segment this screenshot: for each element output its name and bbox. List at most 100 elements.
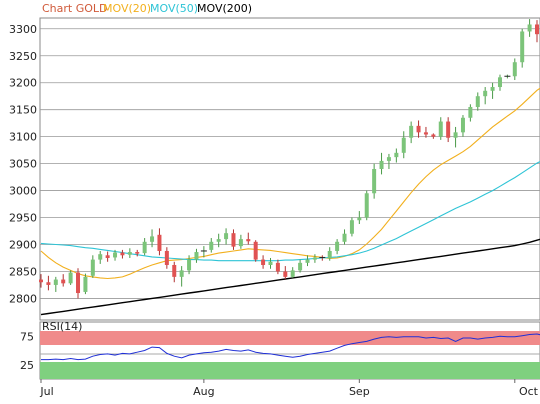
candle-body bbox=[179, 270, 184, 277]
candle bbox=[438, 117, 443, 140]
candle bbox=[98, 250, 103, 264]
candle-body bbox=[261, 259, 266, 265]
rsi-oversold-band bbox=[40, 362, 540, 379]
price-tick-label: 3000 bbox=[9, 185, 37, 198]
x-tick-label: Oct bbox=[519, 385, 539, 398]
price-tick-label: 2800 bbox=[9, 292, 37, 305]
candle bbox=[113, 249, 118, 261]
candle bbox=[90, 255, 95, 278]
candle bbox=[68, 270, 73, 285]
candle-body bbox=[431, 134, 436, 137]
candle-body bbox=[53, 279, 58, 285]
candle bbox=[431, 133, 436, 139]
candle-body bbox=[135, 252, 140, 254]
candle-body bbox=[105, 255, 110, 258]
candle-body bbox=[157, 234, 162, 251]
candle-body bbox=[364, 193, 369, 218]
candle bbox=[520, 28, 525, 68]
candle bbox=[305, 255, 310, 267]
candle bbox=[105, 251, 110, 262]
price-tick-label: 2850 bbox=[9, 265, 37, 278]
candle bbox=[164, 247, 169, 269]
candle bbox=[423, 126, 428, 138]
candle-body bbox=[349, 220, 354, 234]
candle bbox=[335, 239, 340, 255]
candle bbox=[497, 74, 502, 91]
candle bbox=[179, 266, 184, 287]
candle bbox=[61, 274, 66, 287]
candle bbox=[150, 229, 155, 248]
candle bbox=[535, 20, 539, 43]
candle-body bbox=[224, 233, 229, 240]
candle-body bbox=[527, 24, 532, 32]
candle bbox=[194, 248, 199, 263]
candle-body bbox=[416, 125, 421, 133]
candle-body bbox=[342, 233, 347, 242]
x-axis-labels: Jul Aug Sep Oct bbox=[39, 379, 539, 398]
candle bbox=[39, 274, 43, 288]
candle bbox=[120, 249, 125, 259]
candle bbox=[460, 115, 465, 137]
candle bbox=[268, 257, 273, 269]
price-tick-label: 2950 bbox=[9, 212, 37, 225]
candle-body bbox=[142, 241, 147, 254]
candle bbox=[246, 232, 251, 245]
candle bbox=[394, 148, 399, 163]
candle bbox=[379, 152, 384, 175]
candle bbox=[209, 238, 214, 253]
candle-body bbox=[283, 271, 288, 277]
candle-body bbox=[275, 262, 280, 272]
rsi-tick-label: 75 bbox=[20, 330, 34, 343]
candle-body bbox=[120, 252, 125, 256]
candle-body bbox=[386, 157, 391, 161]
candle bbox=[342, 229, 347, 245]
rsi-line bbox=[41, 333, 540, 361]
candle-body bbox=[512, 62, 517, 77]
price-tick-label: 3050 bbox=[9, 158, 37, 171]
candle-body bbox=[90, 259, 95, 276]
ma20-line bbox=[40, 87, 540, 280]
candle bbox=[187, 255, 192, 275]
candle-body bbox=[298, 262, 303, 271]
candle-body bbox=[490, 87, 495, 91]
candle-body bbox=[357, 217, 362, 221]
candle-body bbox=[187, 259, 192, 271]
price-tick-label: 3100 bbox=[9, 131, 37, 144]
price-tick-label: 3150 bbox=[9, 104, 37, 117]
candle-body bbox=[290, 270, 295, 277]
candle bbox=[298, 259, 303, 273]
candle bbox=[468, 104, 473, 122]
candle-body bbox=[68, 272, 73, 284]
candle bbox=[401, 131, 406, 159]
candle bbox=[283, 266, 288, 280]
candle-body bbox=[164, 250, 169, 265]
candle-body bbox=[535, 24, 539, 35]
candle-body bbox=[216, 239, 221, 242]
candle-body bbox=[150, 236, 155, 242]
candle bbox=[349, 217, 354, 237]
candle bbox=[76, 268, 81, 299]
ma50-line bbox=[40, 160, 540, 262]
candle-body bbox=[194, 252, 199, 260]
candle bbox=[275, 259, 280, 275]
price-gridlines bbox=[40, 28, 540, 299]
candle-body bbox=[238, 239, 243, 247]
candle-body bbox=[46, 282, 51, 285]
candle bbox=[446, 117, 451, 143]
candle bbox=[357, 211, 362, 225]
price-tick-label: 2900 bbox=[9, 239, 37, 252]
legend-ma50-label: MOV(50) bbox=[150, 2, 198, 15]
rsi-tick-label: 25 bbox=[20, 359, 34, 372]
candle-body bbox=[379, 160, 384, 169]
candle-body bbox=[172, 264, 177, 277]
candle bbox=[157, 228, 162, 256]
candle-body bbox=[76, 272, 81, 294]
candle bbox=[319, 255, 326, 261]
candle bbox=[231, 229, 236, 250]
candle bbox=[490, 82, 495, 99]
candle-body bbox=[423, 132, 428, 135]
candle bbox=[453, 126, 458, 148]
candle-body bbox=[453, 132, 458, 138]
candle-body bbox=[335, 241, 340, 251]
